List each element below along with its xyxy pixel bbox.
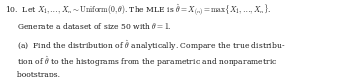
Text: tion of $\hat{\theta}$ to the histograms from the parametric and nonparametric: tion of $\hat{\theta}$ to the histograms… <box>5 55 278 69</box>
Text: 10.  Let $X_1, \ldots, X_n \sim \mathrm{Uniform}(0, \theta)$. The MLE is $\hat{\: 10. Let $X_1, \ldots, X_n \sim \mathrm{U… <box>5 2 272 19</box>
Text: bootstraps.: bootstraps. <box>5 71 60 77</box>
Text: (a)  Find the distribution of $\hat{\theta}$ analytically. Compare the true dist: (a) Find the distribution of $\hat{\thet… <box>5 38 286 53</box>
Text: Generate a dataset of size 50 with $\theta = 1$.: Generate a dataset of size 50 with $\the… <box>5 21 172 31</box>
